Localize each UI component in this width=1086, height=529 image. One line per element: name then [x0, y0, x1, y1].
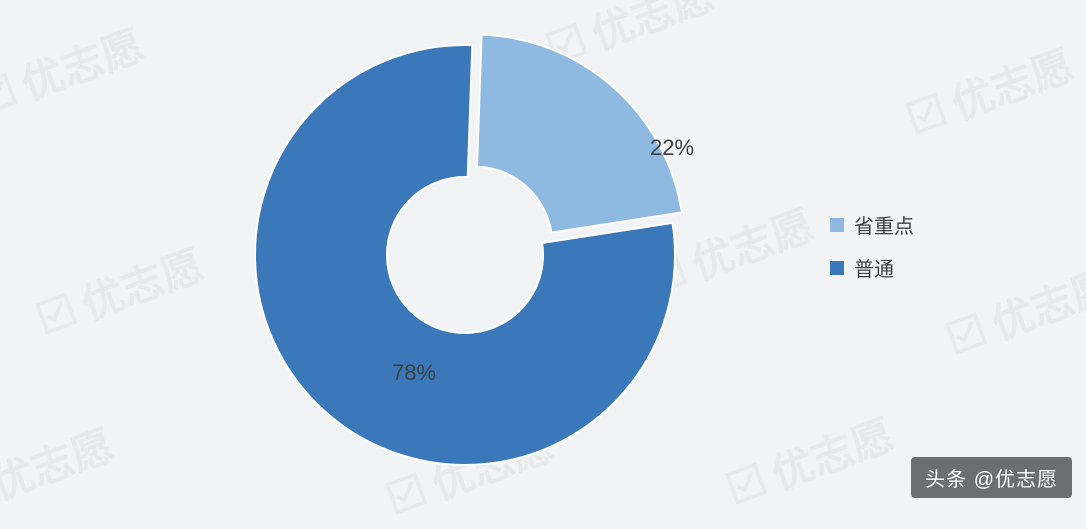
- slice-label-1: 78%: [392, 360, 436, 386]
- watermark: 优志愿: [935, 252, 1086, 370]
- donut-slice-0: [477, 35, 682, 233]
- donut-chart: 22% 78%: [230, 20, 700, 490]
- watermark: 优志愿: [25, 232, 211, 350]
- donut-svg: [230, 20, 700, 490]
- watermark: 优志愿: [0, 412, 121, 529]
- legend-swatch-1: [830, 261, 844, 275]
- watermark: 优志愿: [715, 402, 901, 520]
- slice-label-0: 22%: [650, 135, 694, 161]
- watermark: 优志愿: [895, 32, 1081, 150]
- legend-item-0: 省重点: [830, 210, 914, 239]
- legend-label: 普通: [854, 253, 894, 282]
- watermark: 优志愿: [0, 12, 151, 130]
- source-badge: 头条 @优志愿: [911, 457, 1072, 498]
- legend-label: 省重点: [854, 210, 914, 239]
- legend-swatch-0: [830, 218, 844, 232]
- legend: 省重点 普通: [830, 210, 914, 282]
- legend-item-1: 普通: [830, 253, 914, 282]
